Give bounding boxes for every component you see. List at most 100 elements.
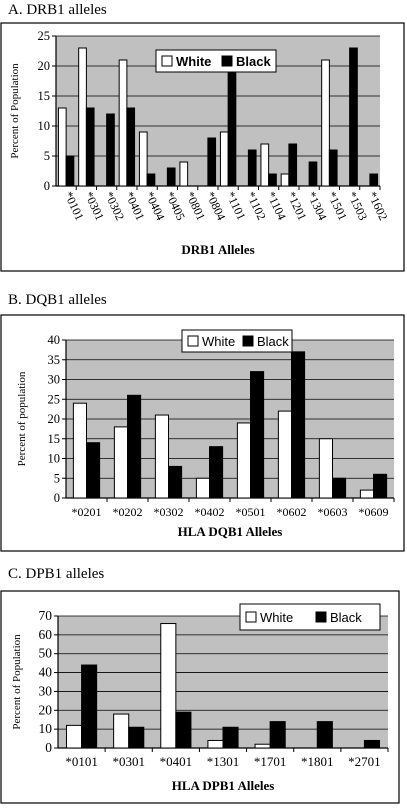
x-tick-label: *0201 [72, 505, 102, 519]
x-tick-label: *1701 [254, 754, 287, 769]
bar-black-1201 [288, 143, 298, 187]
bar-black-1101 [227, 71, 237, 187]
y-tick-label: 10 [48, 452, 61, 466]
bar-black-0501 [250, 371, 265, 499]
bar-black-0202 [127, 394, 142, 499]
legend-label-black: Black [236, 54, 271, 69]
y-tick-label: 40 [48, 333, 61, 347]
bar-white-0201 [72, 402, 87, 499]
bar-white-1301 [207, 739, 224, 749]
bar-black-1304 [308, 161, 318, 187]
x-axis-label: DRB1 Alleles [181, 242, 254, 257]
bar-black-1701 [269, 721, 286, 749]
bar-white-0401 [160, 623, 177, 749]
x-tick-label: *0501 [236, 505, 266, 519]
legend: White Black [181, 329, 293, 353]
bar-white-0101 [65, 724, 83, 749]
bar-white-0302 [154, 414, 170, 499]
x-axis-label: HLA DQB1 Alleles [178, 524, 283, 539]
x-tick-label: *0101 [65, 754, 98, 769]
y-tick-label: 35 [48, 353, 61, 367]
bar-white-0404 [138, 131, 148, 187]
bar-black-1301 [222, 726, 239, 749]
bar-white-0402 [195, 477, 211, 499]
bar-white-1701 [254, 743, 271, 749]
x-tick-label: *0202 [113, 505, 143, 519]
x-tick-label: *0602 [277, 505, 307, 519]
bar-black-1503 [349, 47, 358, 187]
y-tick-label: 15 [48, 432, 61, 446]
bar-white-0401 [118, 59, 128, 187]
y-axis-label: Percent of Population [9, 63, 21, 159]
bar-black-1102 [247, 149, 257, 187]
bar-black-2701 [363, 739, 381, 749]
y-tick-label: 50 [39, 646, 53, 661]
bar-white-1101 [219, 131, 229, 187]
x-tick-label: *2701 [348, 754, 381, 769]
bar-black-0401 [175, 711, 192, 749]
bar-white-0301 [113, 713, 130, 749]
dqb1-chart: 0 5 10 15 20 25 30 35 40 *0201 *0202 *0302 *0402 *050… [0, 314, 405, 552]
bar-black-0405 [166, 167, 176, 187]
y-tick-label: 20 [38, 59, 51, 73]
x-tick-label: *0603 [318, 505, 348, 519]
bar-black-0401 [126, 107, 136, 187]
y-tick-label: 0 [45, 740, 52, 755]
panel-c-heading: C. DPB1 alleles [8, 566, 105, 582]
legend-label-black: Black [257, 334, 289, 349]
x-tick-label: *0401 [160, 754, 193, 769]
bar-white-1201 [280, 173, 290, 187]
drb1-chart: 0510152025*0101*0301*0302*0401*0404*0405… [0, 22, 405, 272]
bar-black-0609 [373, 473, 388, 499]
legend-label-black: Black [330, 610, 362, 625]
bar-black-0602 [291, 351, 306, 499]
legend: White Black [155, 49, 277, 73]
bar-black-0404 [146, 173, 156, 187]
y-tick-label: 10 [38, 119, 51, 133]
x-tick-label: *0301 [112, 754, 145, 769]
bar-white-0602 [277, 410, 293, 499]
legend-swatch-white [245, 611, 257, 623]
bar-black-0101 [81, 664, 98, 749]
legend-swatch-white [187, 335, 199, 347]
bar-white-1501 [321, 59, 330, 187]
plot-area [58, 616, 388, 748]
legend-box [155, 49, 277, 73]
legend-label-white: White [202, 334, 235, 349]
legend-label-white: White [260, 610, 293, 625]
legend-swatch-black [221, 55, 233, 67]
dpb1-chart: 0 10 20 30 40 50 60 70 *0101 *0301 *0401 *1301 *1701… [0, 590, 400, 804]
y-tick-label: 40 [39, 665, 53, 680]
bar-black-0302 [168, 465, 183, 499]
bar-black-0603 [332, 477, 347, 499]
bar-black-1602 [369, 173, 379, 187]
x-tick-label: *0302 [154, 505, 184, 519]
legend-box [239, 603, 381, 631]
bar-white-0801 [179, 161, 189, 187]
bar-black-1801 [316, 721, 333, 749]
y-tick-label: 10 [39, 721, 53, 736]
y-tick-label: 20 [48, 412, 61, 426]
legend-swatch-black [242, 335, 254, 347]
y-tick-label: 60 [39, 627, 53, 642]
bar-white-0101 [57, 107, 67, 187]
y-tick-label: 5 [54, 471, 60, 485]
y-tick-label: 70 [39, 608, 53, 623]
y-tick-label: 30 [39, 683, 53, 698]
bar-black-1104 [268, 173, 277, 187]
x-tick-label: *1301 [207, 754, 240, 769]
x-axis-label: HLA DPB1 Alleles [172, 778, 275, 793]
bar-black-0301 [85, 107, 95, 187]
bar-white-1104 [260, 143, 270, 187]
bar-white-0609 [359, 489, 375, 499]
x-tick-label: *0402 [195, 505, 225, 519]
x-tick-label: *0609 [359, 505, 389, 519]
legend-swatch-black [315, 611, 327, 623]
bar-black-0201 [86, 442, 101, 499]
bar-white-0501 [236, 422, 252, 499]
legend-box [181, 329, 293, 353]
y-tick-label: 25 [38, 29, 51, 43]
bar-black-0804 [207, 137, 217, 187]
y-tick-label: 25 [48, 392, 61, 406]
legend: White Black [239, 603, 381, 631]
